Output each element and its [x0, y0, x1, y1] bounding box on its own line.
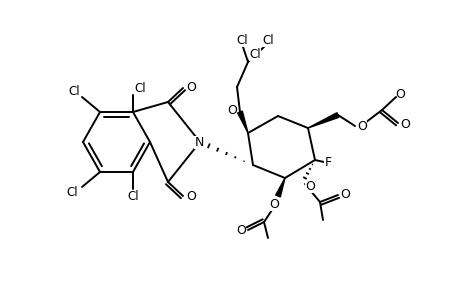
Text: Cl: Cl	[67, 188, 77, 198]
Text: Cl: Cl	[66, 187, 78, 200]
Text: O: O	[227, 103, 236, 116]
Text: O: O	[185, 190, 196, 203]
Text: O: O	[185, 80, 196, 94]
Text: O: O	[304, 179, 314, 193]
Text: F: F	[324, 155, 331, 169]
Text: Cl: Cl	[262, 34, 273, 46]
Text: O: O	[394, 88, 404, 100]
Text: Cl: Cl	[127, 190, 139, 203]
Text: O: O	[227, 103, 236, 116]
Text: O: O	[235, 224, 246, 238]
Text: Cl: Cl	[68, 86, 79, 96]
Text: O: O	[185, 190, 196, 203]
Text: O: O	[235, 224, 246, 238]
Text: Cl: Cl	[249, 47, 260, 61]
Text: O: O	[269, 197, 278, 211]
Text: Cl: Cl	[262, 34, 273, 46]
Text: O: O	[339, 188, 349, 200]
Text: O: O	[399, 118, 409, 130]
Text: O: O	[269, 197, 278, 211]
Text: Cl: Cl	[127, 192, 138, 202]
Text: O: O	[356, 119, 366, 133]
Text: O: O	[185, 80, 196, 94]
Text: O: O	[304, 179, 314, 193]
Polygon shape	[237, 111, 247, 133]
Text: Cl: Cl	[134, 82, 146, 94]
Text: Cl: Cl	[134, 83, 145, 93]
Polygon shape	[275, 178, 285, 197]
Polygon shape	[308, 113, 338, 128]
Text: N: N	[194, 136, 203, 148]
Text: F: F	[324, 155, 331, 169]
Text: O: O	[339, 188, 349, 200]
Text: Cl: Cl	[235, 34, 247, 46]
Text: N: N	[194, 136, 203, 148]
Text: Cl: Cl	[249, 47, 260, 61]
Text: O: O	[356, 119, 366, 133]
Text: Cl: Cl	[235, 34, 247, 46]
Text: O: O	[399, 118, 409, 130]
Text: Cl: Cl	[68, 85, 80, 98]
